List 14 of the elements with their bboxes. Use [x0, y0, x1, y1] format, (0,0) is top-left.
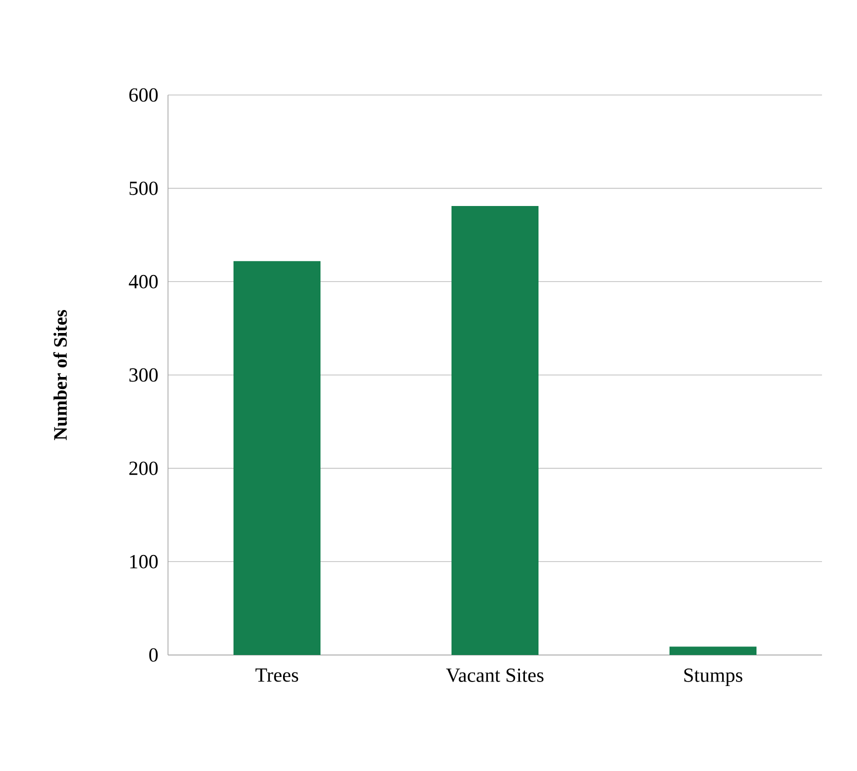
y-tick-label: 0 [149, 648, 158, 662]
y-tick-label: 400 [128, 274, 158, 288]
y-tick-label: 600 [129, 88, 158, 102]
y-axis-title: Number of Sites [53, 310, 67, 440]
x-tick-label: Vacant Sites [446, 668, 544, 682]
y-tick-label: 300 [129, 368, 158, 382]
bar [670, 646, 756, 655]
x-tick-label: Stumps [684, 668, 742, 686]
bar [452, 206, 538, 655]
bar [234, 261, 321, 655]
x-tick-label: Trees [256, 668, 298, 682]
y-tick-label: 100 [130, 554, 158, 568]
y-tick-label: 200 [129, 462, 158, 476]
y-tick-label: 500 [130, 182, 158, 196]
